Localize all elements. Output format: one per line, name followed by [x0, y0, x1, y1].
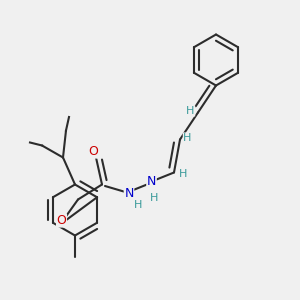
Text: N: N [147, 175, 156, 188]
Text: N: N [124, 187, 134, 200]
Text: H: H [134, 200, 142, 211]
Text: O: O [88, 145, 98, 158]
Text: H: H [179, 169, 187, 179]
Text: H: H [183, 133, 192, 143]
Text: H: H [186, 106, 195, 116]
Text: O: O [57, 214, 66, 227]
Text: H: H [150, 193, 159, 203]
